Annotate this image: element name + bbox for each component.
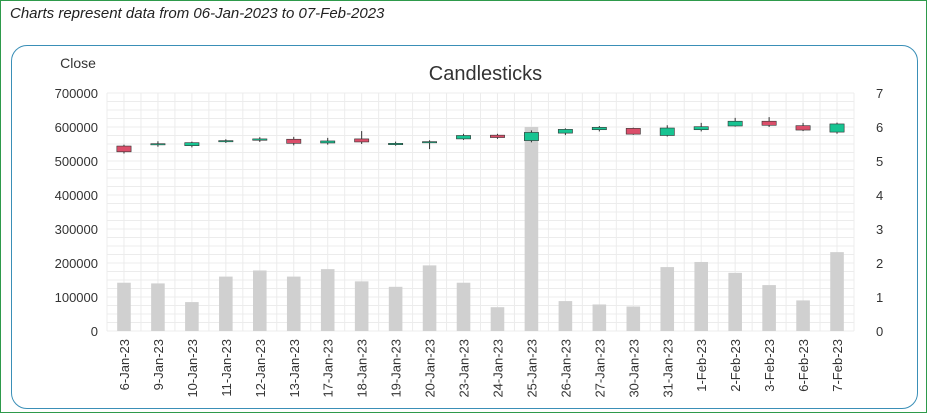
volume-bar xyxy=(524,127,539,331)
x-tick-label: 11-Jan-23 xyxy=(219,339,234,397)
volume-bar xyxy=(830,252,844,331)
x-tick-label: 18-Jan-23 xyxy=(355,339,370,398)
candle-body-down xyxy=(354,138,370,143)
candle-body-up xyxy=(727,120,743,127)
volume-bar xyxy=(286,276,301,331)
x-tick-label: 27-Jan-23 xyxy=(592,339,607,398)
right-tick-label: 5 xyxy=(876,154,883,169)
right-tick-label: 1 xyxy=(876,290,883,305)
left-tick-label: 0 xyxy=(91,324,98,339)
left-tick-label: 300000 xyxy=(55,222,98,237)
date-range-caption: Charts represent data from 06-Jan-2023 t… xyxy=(10,5,385,22)
candle-body-down xyxy=(286,138,302,144)
candle-body-down xyxy=(490,134,505,138)
candle-body-up xyxy=(218,140,234,143)
volume-bar xyxy=(762,285,776,331)
volume-bar xyxy=(626,306,641,331)
x-tick-label: 6-Feb-23 xyxy=(796,339,811,392)
candle-body-up xyxy=(252,138,268,141)
x-tick-label: 12-Jan-23 xyxy=(253,339,268,398)
candle-body-up xyxy=(320,140,336,144)
candle-body-up xyxy=(388,143,404,145)
x-tick-label: 9-Jan-23 xyxy=(151,339,166,390)
left-tick-label: 200000 xyxy=(55,256,98,271)
right-tick-label: 7 xyxy=(876,86,883,101)
x-tick-label: 13-Jan-23 xyxy=(287,339,302,398)
volume-bar xyxy=(354,281,369,331)
volume-bar xyxy=(456,282,471,331)
left-tick-label: 100000 xyxy=(55,290,98,305)
volume-bar xyxy=(592,304,607,331)
right-tick-label: 6 xyxy=(876,120,883,135)
x-tick-label: 25-Jan-23 xyxy=(524,339,539,398)
x-tick-label: 19-Jan-23 xyxy=(389,339,404,398)
volume-bar xyxy=(694,261,708,331)
volume-bar xyxy=(219,276,233,331)
x-tick-label: 2-Feb-23 xyxy=(728,339,743,392)
volume-bar xyxy=(422,265,437,331)
right-tick-label: 0 xyxy=(876,324,883,339)
right-tick-label: 4 xyxy=(876,188,883,203)
candle-body-up xyxy=(184,142,200,146)
x-tick-label: 6-Jan-23 xyxy=(117,339,132,390)
x-tick-label: 10-Jan-23 xyxy=(185,339,200,398)
candle-body-up xyxy=(524,132,539,141)
chart-panel: Candlesticks Close 0 100000 200000 300000 4000… xyxy=(11,45,918,409)
right-tick-label: 2 xyxy=(876,256,883,271)
left-tick-label: 600000 xyxy=(55,120,98,135)
left-axis-label: Close xyxy=(60,55,96,71)
volume-bar xyxy=(320,269,335,331)
volume-bar xyxy=(728,272,742,331)
x-tick-label: 26-Jan-23 xyxy=(558,339,573,398)
candle-body-down xyxy=(116,145,132,153)
x-tick-label: 24-Jan-23 xyxy=(490,339,505,398)
candle-body-up xyxy=(829,123,845,133)
left-tick-label: 500000 xyxy=(55,154,98,169)
volume-bar xyxy=(117,282,131,331)
x-tick-label: 31-Jan-23 xyxy=(660,339,675,398)
candle-body-down xyxy=(795,125,811,131)
volume-bar xyxy=(796,300,810,331)
x-tick-label: 20-Jan-23 xyxy=(423,339,438,398)
candle-body-up xyxy=(557,129,573,134)
volume-bar xyxy=(388,286,403,331)
candle-body-up xyxy=(659,127,675,136)
volume-bar xyxy=(185,302,199,331)
volume-bar xyxy=(253,270,267,331)
candle-body-up xyxy=(422,141,437,144)
x-tick-label: 23-Jan-23 xyxy=(457,339,472,398)
x-tick-label: 30-Jan-23 xyxy=(626,339,641,398)
x-tick-label: 7-Feb-23 xyxy=(830,339,845,392)
candlestick-chart: Candlesticks Close 0 100000 200000 300000 4000… xyxy=(55,55,884,398)
candle-body-up xyxy=(693,126,709,131)
x-tick-label: 1-Feb-23 xyxy=(694,339,709,392)
candle-body-down xyxy=(761,120,777,126)
candle-body-up xyxy=(591,127,607,131)
x-tick-label: 3-Feb-23 xyxy=(762,339,777,392)
left-tick-label: 400000 xyxy=(55,188,98,203)
x-tick-label: 17-Jan-23 xyxy=(321,339,336,398)
candle-body-up xyxy=(456,135,471,140)
volume-bar xyxy=(151,283,165,331)
volume-bar xyxy=(558,301,573,331)
chart-title: Candlesticks xyxy=(429,63,542,85)
volume-bar xyxy=(660,267,675,331)
left-tick-label: 700000 xyxy=(55,86,98,101)
volume-bar xyxy=(490,307,505,331)
candle-body-up xyxy=(150,143,166,146)
candle-body-down xyxy=(625,128,641,135)
right-tick-label: 3 xyxy=(876,222,883,237)
